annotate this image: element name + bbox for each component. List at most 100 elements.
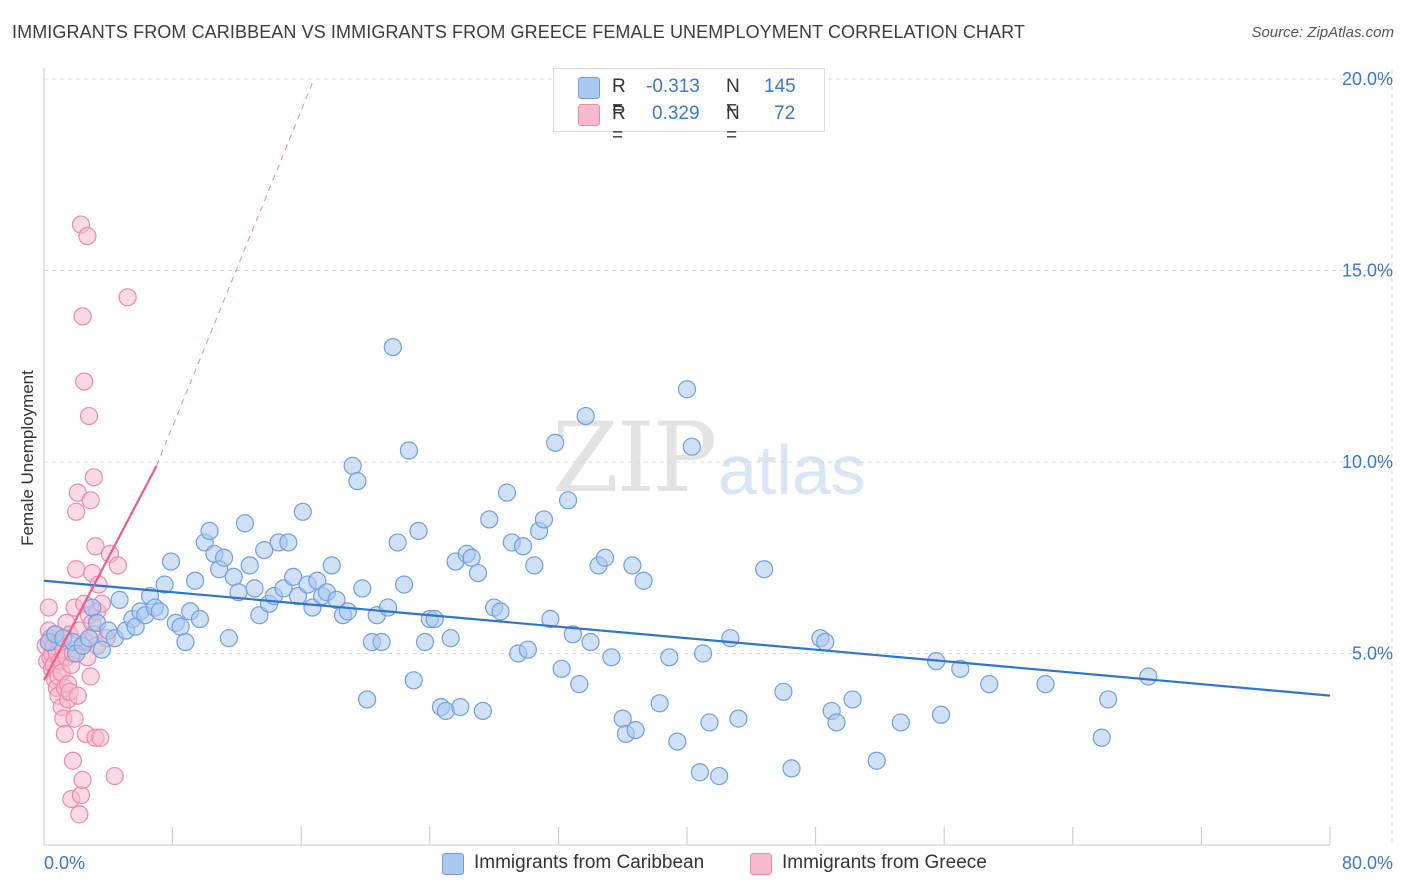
caribbean-point bbox=[190, 609, 210, 629]
caribbean-point bbox=[931, 705, 951, 724]
caribbean-point bbox=[255, 540, 274, 560]
caribbean-point bbox=[891, 713, 910, 732]
caribbean-point bbox=[721, 629, 740, 648]
caribbean-point bbox=[425, 609, 444, 629]
n-value: 145 bbox=[764, 76, 796, 97]
greece-point bbox=[86, 537, 105, 556]
caribbean-point bbox=[155, 575, 174, 594]
caribbean-point bbox=[513, 537, 533, 556]
stats-box: R = -0.313 N = 145 R = 0.329 N = 72 bbox=[553, 68, 825, 146]
caribbean-point bbox=[171, 617, 190, 636]
n-value: 72 bbox=[774, 103, 796, 124]
caribbean-swatch bbox=[578, 77, 600, 99]
greece-point bbox=[81, 491, 100, 510]
greece-point bbox=[108, 556, 128, 575]
caribbean-point bbox=[558, 491, 578, 510]
x-tick-label-min: 0.0% bbox=[44, 853, 85, 873]
caribbean-point bbox=[348, 472, 367, 491]
y-tick-label: 5.0% bbox=[1352, 644, 1393, 664]
n-label: N = bbox=[726, 76, 740, 119]
caribbean-point bbox=[546, 433, 565, 452]
caribbean-point bbox=[843, 690, 862, 709]
r-label: R = bbox=[612, 103, 626, 146]
caribbean-point bbox=[399, 441, 419, 460]
caribbean-point bbox=[293, 502, 312, 521]
legend-label-caribbean: Immigrants from Caribbean bbox=[474, 852, 705, 873]
y-tick-label: 10.0% bbox=[1342, 452, 1393, 472]
chart-legend: Immigrants from Caribbean Immigrants fro… bbox=[0, 851, 1406, 879]
caribbean-point bbox=[497, 483, 517, 502]
caribbean-point bbox=[415, 632, 435, 652]
caribbean-point bbox=[534, 510, 554, 529]
caribbean-point bbox=[372, 632, 391, 652]
caribbean-point bbox=[338, 602, 357, 621]
greece-point bbox=[79, 406, 99, 426]
x-tick-label-max: 80.0% bbox=[1342, 853, 1393, 873]
caribbean-point bbox=[774, 682, 793, 701]
caribbean-trendline bbox=[43, 579, 1331, 697]
caribbean-point bbox=[541, 609, 560, 629]
caribbean-point bbox=[518, 640, 537, 659]
greece-point bbox=[75, 372, 94, 391]
caribbean-point bbox=[827, 713, 846, 732]
caribbean-point bbox=[219, 629, 238, 648]
caribbean-point bbox=[186, 571, 205, 590]
y-axis-label-wrap: Female Unemployment bbox=[16, 370, 46, 546]
greece-point bbox=[65, 709, 84, 728]
greece-point bbox=[70, 805, 89, 824]
caribbean-point bbox=[279, 533, 298, 552]
greece-point bbox=[68, 686, 87, 705]
caribbean-point bbox=[388, 533, 407, 552]
greece-point bbox=[118, 288, 137, 307]
trend-layer bbox=[43, 82, 1331, 697]
caribbean-point bbox=[110, 590, 129, 609]
greece-point bbox=[67, 502, 86, 521]
caribbean-point bbox=[451, 698, 470, 717]
caribbean-point bbox=[668, 732, 687, 751]
caribbean-point bbox=[690, 763, 709, 782]
caribbean-point bbox=[951, 659, 970, 678]
n-label: N = bbox=[726, 103, 740, 146]
caribbean-point bbox=[235, 514, 255, 533]
caribbean-series bbox=[39, 338, 1158, 786]
caribbean-point bbox=[816, 632, 835, 652]
caribbean-point bbox=[473, 701, 492, 721]
caribbean-point bbox=[1099, 690, 1118, 709]
caribbean-point bbox=[576, 406, 595, 426]
y-tick-label: 15.0% bbox=[1342, 261, 1393, 281]
caribbean-point bbox=[284, 567, 303, 587]
caribbean-point bbox=[343, 456, 362, 475]
tick-label-layer: 5.0% 10.0% 15.0% 20.0% 0.0% 80.0% bbox=[44, 69, 1393, 873]
source-label: Source: ZipAtlas.com bbox=[1251, 24, 1394, 41]
caribbean-point bbox=[693, 644, 713, 663]
caribbean-point bbox=[602, 648, 621, 667]
greece-point bbox=[81, 667, 100, 686]
caribbean-point bbox=[491, 602, 510, 621]
caribbean-point bbox=[480, 510, 499, 529]
chart-title: IMMIGRANTS FROM CARIBBEAN VS IMMIGRANTS … bbox=[12, 22, 1025, 42]
caribbean-point bbox=[383, 338, 402, 357]
caribbean-point bbox=[595, 548, 615, 567]
greece-point bbox=[55, 724, 74, 744]
caribbean-point bbox=[150, 602, 169, 621]
greece-point bbox=[73, 307, 92, 326]
caribbean-point bbox=[161, 552, 181, 571]
caribbean-point bbox=[867, 751, 886, 770]
caribbean-point bbox=[700, 713, 719, 732]
r-label: R = bbox=[612, 76, 626, 119]
greece-point bbox=[84, 468, 103, 487]
greece-point bbox=[67, 560, 86, 579]
caribbean-point bbox=[682, 437, 701, 456]
caribbean-point bbox=[245, 579, 264, 598]
caribbean-point bbox=[755, 560, 774, 579]
caribbean-point bbox=[441, 629, 460, 648]
caribbean-point bbox=[200, 521, 219, 541]
caribbean-point bbox=[214, 548, 234, 567]
r-value: -0.313 bbox=[646, 76, 700, 97]
caribbean-point bbox=[626, 720, 645, 740]
greece-legend-swatch bbox=[750, 853, 772, 875]
caribbean-point bbox=[327, 590, 346, 609]
y-tick-label: 20.0% bbox=[1342, 69, 1393, 89]
caribbean-point bbox=[570, 675, 589, 694]
